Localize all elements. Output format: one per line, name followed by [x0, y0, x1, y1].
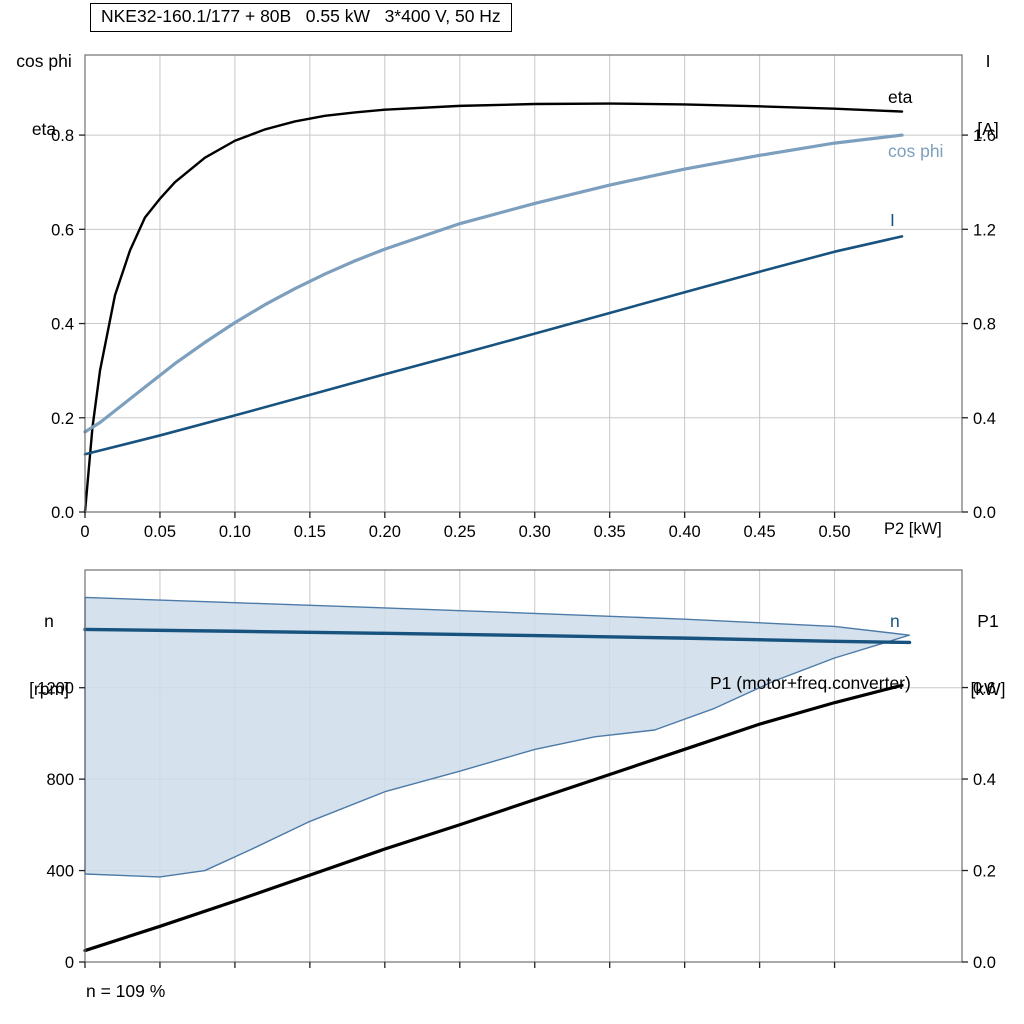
y-left-tick-label: 1200 [37, 680, 74, 698]
y-right-tick-label: 0.0 [973, 504, 996, 522]
x-tick-label: 0.45 [744, 523, 776, 541]
y-left-tick-label: 0.6 [51, 221, 74, 239]
y-left-tick-label: 0 [65, 954, 74, 972]
y-left-tick-label: 0.8 [51, 127, 74, 145]
x-tick-label: 0.25 [444, 523, 476, 541]
curve-current [83, 235, 904, 456]
curve-label-speed: n [890, 611, 900, 631]
top-right-axis-title: I [A] [956, 4, 1020, 186]
bottom-right-axis-line2: [kW] [970, 678, 1006, 699]
curve-speed [83, 627, 912, 645]
top-left-axis-line1: cos phi [16, 50, 72, 71]
x-tick-label: 0.20 [369, 523, 401, 541]
plot-frame [84, 569, 963, 963]
curve-eta [83, 102, 904, 514]
y-right-tick-label: 0.8 [973, 316, 996, 334]
bottom-right-axis-line1: P1 [977, 610, 999, 631]
bottom-left-axis-line1: n [44, 610, 54, 631]
curve-p1 [83, 683, 904, 953]
x-axis-title-p2: P2 [kW] [884, 520, 942, 538]
bottom-left-axis-line2: [rpm] [29, 678, 69, 699]
bottom-left-axis-title: n [rpm] [16, 564, 82, 746]
top-right-axis-line1: I [985, 50, 991, 71]
curve-label-cos-phi: cos phi [888, 141, 944, 161]
y-right-tick-label: 0.0 [973, 954, 996, 972]
curve-label-p1: P1 (motor+freq.converter) [710, 673, 911, 693]
x-tick-label: 0.40 [669, 523, 701, 541]
x-tick-label: 0.05 [144, 523, 176, 541]
y-left-tick-label: 0.2 [51, 410, 74, 428]
curve-label-current: I [890, 210, 895, 230]
top-right-axis-line2: [A] [977, 118, 999, 139]
curve-cos-phi [83, 133, 904, 434]
bottom-right-axis-title: P1 [kW] [956, 564, 1020, 746]
x-tick-label: 0.10 [219, 523, 251, 541]
chart-title-box: NKE32-160.1/177 + 80B 0.55 kW 3*400 V, 5… [90, 3, 512, 32]
y-right-tick-label: 0.4 [973, 771, 996, 789]
y-right-tick-label: 0.2 [973, 863, 996, 881]
y-right-tick-label: 1.2 [973, 221, 996, 239]
y-left-tick-label: 400 [46, 863, 74, 881]
top-left-axis-line2: eta [31, 118, 57, 139]
x-tick-label: 0.50 [819, 523, 851, 541]
footnote-speed-percent: n = 109 % [86, 981, 166, 1001]
x-tick-label: 0.15 [294, 523, 326, 541]
x-tick-label: 0.35 [594, 523, 626, 541]
plot-frame [84, 54, 963, 513]
x-tick-label: 0 [80, 523, 89, 541]
y-left-tick-label: 800 [46, 771, 74, 789]
y-right-tick-label: 0.4 [973, 410, 996, 428]
curve-label-eta: eta [888, 87, 913, 107]
y-left-tick-label: 0.0 [51, 504, 74, 522]
y-right-tick-label: 1.6 [973, 127, 996, 145]
speed-control-range-envelope [84, 596, 911, 878]
y-left-tick-label: 0.4 [51, 316, 74, 334]
top-left-axis-title: cos phi eta [6, 4, 82, 186]
y-right-tick-label: 0.6 [973, 680, 996, 698]
x-tick-label: 0.30 [519, 523, 551, 541]
